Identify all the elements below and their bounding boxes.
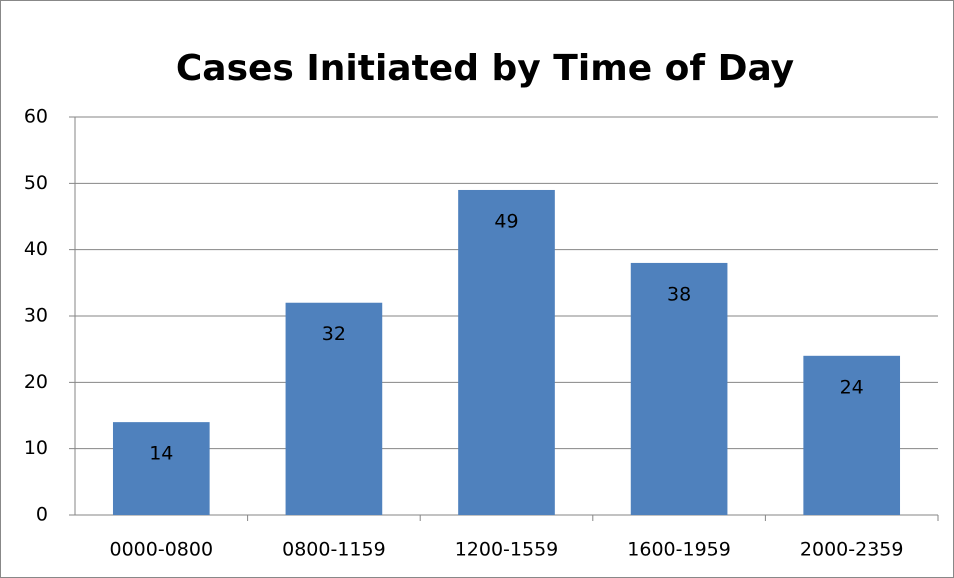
y-tick-label: 30 (24, 305, 48, 327)
x-tick-label: 0000-0800 (110, 539, 214, 561)
y-tick-label: 20 (24, 371, 48, 393)
data-label: 49 (494, 210, 518, 232)
x-tick-label: 1600-1959 (627, 539, 731, 561)
y-tick-label: 60 (24, 106, 48, 128)
y-tick-label: 50 (24, 172, 48, 194)
y-tick-label: 10 (24, 437, 48, 459)
data-label: 24 (840, 376, 864, 398)
bar (458, 189, 555, 515)
y-tick-label: 40 (24, 238, 48, 260)
bar (285, 302, 383, 515)
x-tick-label: 1200-1559 (455, 539, 559, 561)
x-tick-label: 2000-2359 (800, 539, 904, 561)
data-label: 38 (667, 283, 691, 305)
data-label: 32 (322, 323, 346, 345)
bar (112, 422, 210, 515)
chart-title: Cases Initiated by Time of Day (176, 48, 794, 89)
bar (803, 355, 901, 515)
bar (630, 262, 728, 515)
data-label: 14 (149, 443, 173, 465)
x-tick-label: 0800-1159 (282, 539, 386, 561)
y-tick-label: 0 (36, 504, 48, 526)
